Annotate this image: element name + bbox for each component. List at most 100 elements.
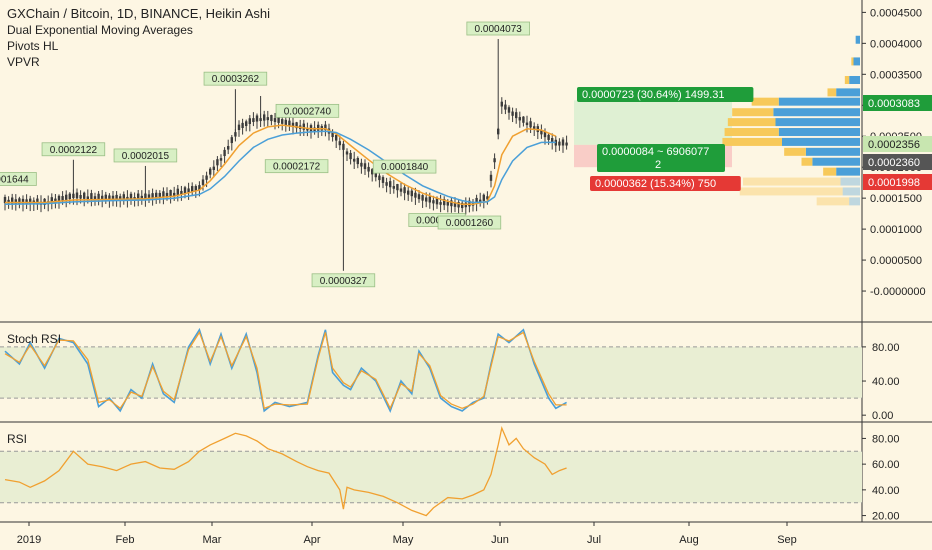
vpvr-bar-up <box>849 76 860 84</box>
candle-body <box>83 192 86 199</box>
candle-body <box>522 116 525 123</box>
candle-body <box>205 175 208 180</box>
candle-body <box>533 126 536 130</box>
candle-body <box>284 119 287 125</box>
indicator-label-dema[interactable]: Dual Exponential Moving Averages <box>7 23 193 37</box>
vpvr-bar-down <box>844 76 850 84</box>
candle-body <box>302 123 305 130</box>
vpvr-bar-up <box>805 147 860 156</box>
indicator-label-vpvr[interactable]: VPVR <box>7 55 40 69</box>
vpvr-bar-up <box>812 157 860 166</box>
candle-body <box>198 185 201 191</box>
price-badge-box <box>863 136 932 152</box>
chart-title: GXChain / Bitcoin, 1D, BINANCE, Heikin A… <box>7 6 270 21</box>
candle-body <box>507 107 511 113</box>
candle-body <box>306 127 309 131</box>
vpvr-bar-down <box>823 167 837 176</box>
position-target-label-text: 0.0000723 (30.64%) 1499.31 <box>582 89 725 101</box>
candle-body <box>421 195 424 201</box>
vpvr-bar-down <box>751 97 779 106</box>
candle-body <box>353 158 356 162</box>
candle-body <box>86 196 89 200</box>
candle-body <box>68 193 71 200</box>
candle-body <box>291 122 295 128</box>
price-badge-text: 0.0002356 <box>868 139 920 151</box>
vpvr-bar-down <box>732 108 774 117</box>
price-tick-label: 0.0004500 <box>870 7 922 19</box>
candle-body <box>122 194 125 201</box>
candle-body <box>101 195 104 200</box>
candle-body <box>543 131 547 138</box>
pivot-label-box <box>372 159 437 174</box>
pivot-label-text: 0.0002122 <box>50 145 98 156</box>
vpvr-bar-up <box>775 118 860 127</box>
candle-body <box>140 195 143 200</box>
candle-body <box>75 192 79 199</box>
price-badge-box <box>863 95 932 111</box>
rsi-tick-label: 80.00 <box>872 433 900 445</box>
candle-body <box>317 124 320 131</box>
candle-body <box>489 174 493 181</box>
candle-body <box>137 193 140 200</box>
pivot-label-box <box>437 215 502 230</box>
indicator-label-pivots[interactable]: Pivots HL <box>7 39 59 53</box>
candle-body <box>115 194 118 201</box>
candle-body <box>176 188 179 195</box>
candle-body <box>432 200 435 204</box>
pivot-label-text: 0.0001840 <box>381 162 429 173</box>
candle-body <box>493 158 496 163</box>
price-badge-text: 0.0003083 <box>868 98 920 110</box>
candle-body <box>162 191 165 198</box>
vpvr-bar-down <box>827 88 837 97</box>
vpvr-bar-up <box>840 177 860 186</box>
candle-body <box>7 199 10 204</box>
candle-body <box>475 197 478 205</box>
price-tick-label: 0.0003500 <box>870 69 922 81</box>
candle-body <box>191 186 194 192</box>
candle-body <box>288 120 291 127</box>
candle-body <box>241 122 244 129</box>
candle-body <box>435 198 439 205</box>
candle-body <box>565 142 568 146</box>
candle-body <box>403 187 406 194</box>
candle-body <box>21 198 25 204</box>
price-tick-label: 0.0000500 <box>870 255 922 267</box>
candle-body <box>468 200 471 207</box>
candle-body <box>511 111 514 116</box>
candle-body <box>119 196 122 201</box>
candle-body <box>90 193 93 200</box>
candle-body <box>482 194 485 201</box>
candle-body <box>428 196 431 203</box>
candle-body <box>349 152 352 160</box>
candle-body <box>389 181 392 188</box>
vpvr-bar-up <box>853 57 860 66</box>
candle-body <box>270 114 273 122</box>
candle-body <box>50 197 53 204</box>
vpvr-bar-up <box>778 97 860 106</box>
position-profit-zone <box>574 100 732 145</box>
rsi-line <box>4 425 567 517</box>
stoch-rsi-title: Stoch RSI <box>7 332 62 346</box>
candle-body <box>367 166 370 172</box>
candle-body <box>104 194 107 201</box>
vpvr-bar-down <box>801 157 813 166</box>
candle-body <box>547 134 550 140</box>
vpvr-bar-up <box>836 88 860 97</box>
candle-body <box>212 166 215 170</box>
candle-body <box>108 195 111 201</box>
vpvr-bar-down <box>851 57 854 66</box>
pivot-label-text: 0.0000327 <box>320 276 368 287</box>
candle-body <box>335 134 338 141</box>
position-center-box <box>597 144 725 172</box>
price-tick-label: 0.0001000 <box>870 224 922 236</box>
candle-body <box>331 132 334 138</box>
pivot-label-box <box>275 103 340 118</box>
candle-body <box>461 202 464 209</box>
time-tick-label: Aug <box>679 534 699 546</box>
pivot-label-text: 0.0002172 <box>273 162 321 173</box>
candle-body <box>14 199 17 204</box>
pivot-label-box <box>41 142 106 157</box>
time-tick-label: Feb <box>116 534 135 546</box>
candle-body <box>11 197 14 204</box>
